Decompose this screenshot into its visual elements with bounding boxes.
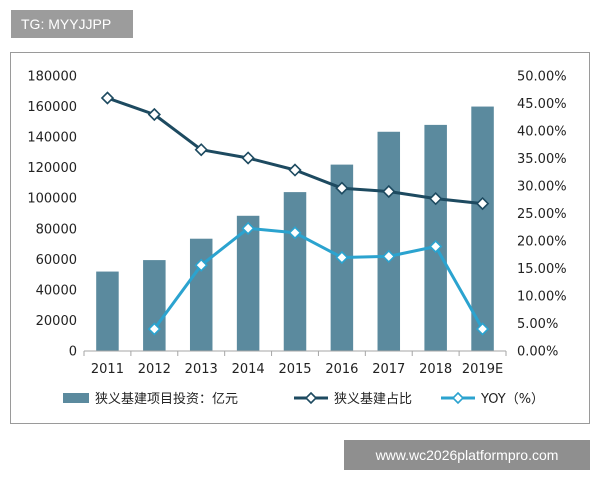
line-markers — [100, 91, 490, 336]
marker-ratio — [475, 196, 490, 211]
y2-tick-label: 20.00% — [517, 235, 567, 250]
y2-tick-label: 50.00% — [517, 70, 567, 85]
marker-yoy — [335, 250, 349, 265]
marker-yoy — [194, 258, 208, 272]
marker-yoy — [429, 239, 443, 254]
chart-axes — [83, 350, 507, 356]
bar — [377, 131, 401, 351]
y-tick-label: 0 — [69, 345, 77, 360]
marker-ratio — [382, 184, 396, 199]
y-tick-label: 140000 — [27, 131, 77, 146]
y-tick-label: 120000 — [27, 161, 77, 176]
bar — [471, 106, 494, 351]
x-tick-label: 2013 — [185, 362, 218, 377]
x-tick-label: 2017 — [372, 362, 405, 377]
watermark-bottom: www.wc2026platformpro.com — [344, 440, 590, 470]
bar-series-investment — [96, 106, 494, 351]
y-tick-label: 40000 — [36, 283, 77, 298]
x-tick-label: 2018 — [419, 362, 452, 377]
legend-yoy-label: YOY（%） — [480, 392, 544, 407]
marker-yoy — [382, 249, 396, 264]
bar — [96, 271, 119, 351]
marker-ratio — [335, 181, 349, 195]
bar — [143, 260, 166, 351]
marker-yoy — [241, 221, 255, 235]
legend-bar-label: 狭义基建项目投资：亿元 — [95, 391, 238, 407]
tick-labels: 0 20000 40000 60000 80000 100000 120000 140000 1… — [27, 70, 566, 378]
y-tick-label: 80000 — [36, 222, 77, 237]
marker-yoy — [147, 322, 161, 336]
y2-tick-label: 25.00% — [517, 207, 567, 222]
marker-yoy — [288, 226, 302, 240]
x-tick-label: 2012 — [138, 362, 171, 377]
bar — [424, 124, 447, 351]
y-tick-label: 20000 — [36, 314, 77, 329]
bar — [236, 215, 260, 351]
y2-tick-label: 40.00% — [517, 125, 567, 140]
legend-yoy-marker — [451, 391, 465, 405]
combo-chart: 0 20000 40000 60000 80000 100000 120000 140000 1… — [27, 70, 566, 408]
y2-tick-label: 10.00% — [517, 290, 567, 305]
y2-tick-label: 15.00% — [517, 262, 567, 277]
marker-ratio — [241, 151, 255, 165]
marker-ratio — [100, 91, 115, 105]
y2-tick-label: 45.00% — [517, 97, 567, 112]
y-tick-label: 100000 — [27, 192, 77, 207]
marker-yoy — [475, 322, 490, 336]
marker-ratio — [194, 143, 208, 157]
bar — [283, 192, 307, 351]
x-tick-label: 2015 — [278, 362, 311, 377]
line-yoy — [153, 226, 484, 330]
y-tick-label: 160000 — [27, 100, 77, 115]
legend-ratio-marker — [304, 391, 318, 405]
x-tick-label: 2016 — [325, 362, 358, 377]
marker-ratio — [429, 192, 443, 206]
marker-ratio — [147, 107, 161, 122]
x-tick-label: 2014 — [232, 362, 265, 377]
x-tick-label: 2011 — [91, 362, 124, 377]
chart-frame: 0 20000 40000 60000 80000 100000 120000 140000 1… — [10, 52, 590, 424]
y2-tick-label: 5.00% — [517, 317, 558, 332]
y2-tick-label: 35.00% — [517, 152, 567, 167]
legend-ratio-label: 狭义基建占比 — [334, 392, 412, 407]
bar — [189, 238, 213, 351]
y-tick-label: 180000 — [27, 70, 77, 85]
legend-bar-swatch — [63, 393, 89, 403]
chart-legend: 狭义基建项目投资：亿元 狭义基建占比 YOY（%） — [63, 391, 544, 407]
y2-tick-label: 0.00% — [517, 345, 558, 360]
marker-ratio — [288, 163, 302, 177]
x-tick-label: 2019E — [462, 362, 503, 377]
y2-tick-label: 30.00% — [517, 180, 567, 195]
y-tick-label: 60000 — [36, 253, 77, 268]
watermark-top: TG: MYYJJPP — [11, 10, 133, 38]
